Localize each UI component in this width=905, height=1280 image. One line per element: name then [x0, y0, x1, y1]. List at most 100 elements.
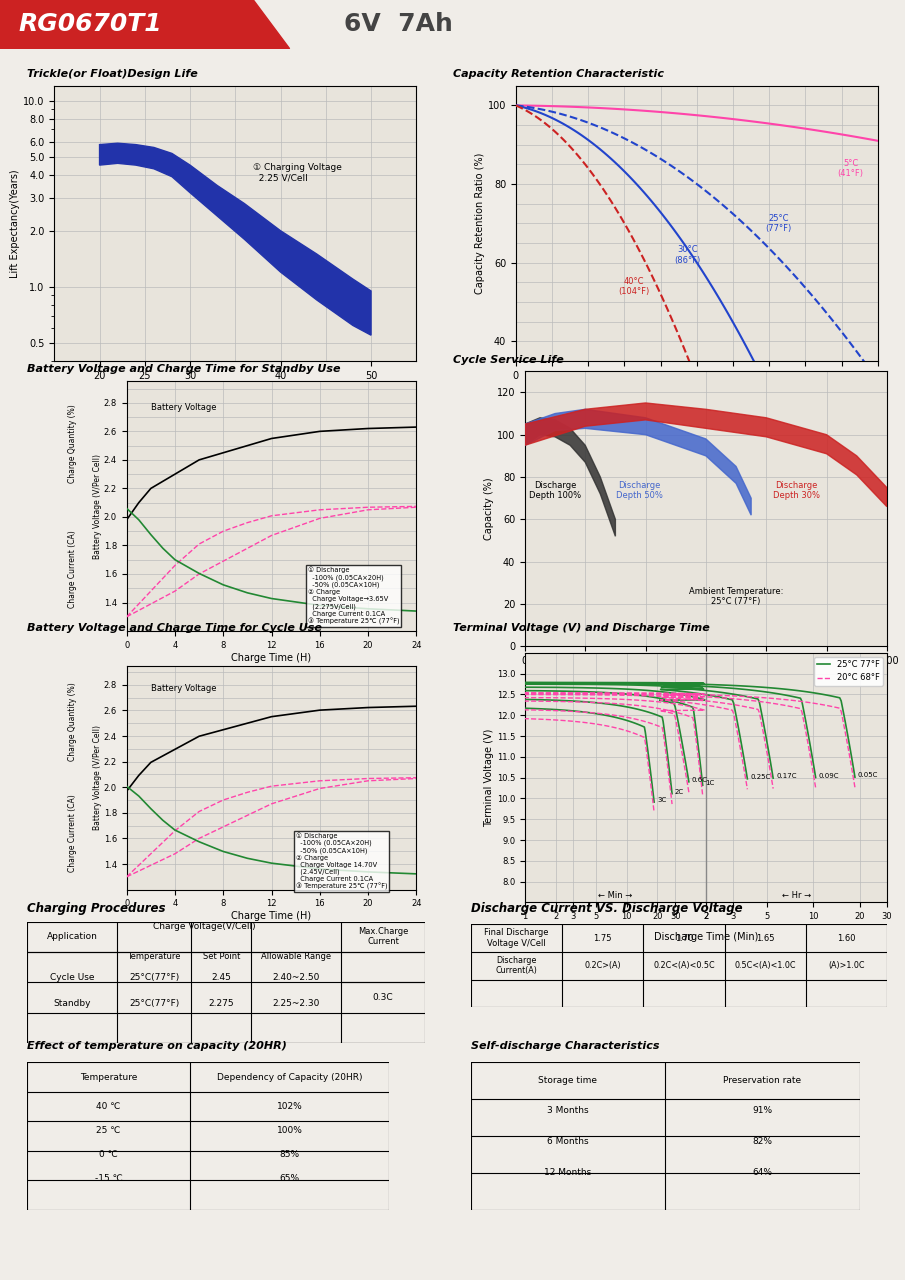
Text: 100%: 100% [277, 1126, 302, 1135]
Text: Temperature: Temperature [80, 1073, 138, 1082]
Text: Battery Voltage and Charge Time for Standby Use: Battery Voltage and Charge Time for Stan… [27, 364, 340, 374]
Text: Standby: Standby [53, 1000, 90, 1009]
Y-axis label: Capacity (%): Capacity (%) [484, 477, 494, 540]
Text: Dependency of Capacity (20HR): Dependency of Capacity (20HR) [217, 1073, 362, 1082]
Text: 0.09C: 0.09C [818, 773, 839, 778]
Text: RG0670T1: RG0670T1 [18, 13, 162, 36]
Text: 30°C
(86°F): 30°C (86°F) [674, 246, 701, 265]
Text: Ambient Temperature:
25°C (77°F): Ambient Temperature: 25°C (77°F) [689, 586, 783, 605]
Polygon shape [525, 410, 751, 515]
Text: 0.3C: 0.3C [373, 993, 394, 1002]
Text: Discharge
Current(A): Discharge Current(A) [495, 956, 538, 975]
Text: 3 Months: 3 Months [548, 1106, 588, 1115]
Text: 64%: 64% [752, 1169, 773, 1178]
Text: 0.2C>(A): 0.2C>(A) [585, 961, 621, 970]
Text: 25°C(77°F): 25°C(77°F) [129, 973, 179, 982]
Text: Max.Charge
Current: Max.Charge Current [357, 927, 408, 946]
Text: 1.65: 1.65 [756, 933, 775, 942]
Text: (A)>1.0C: (A)>1.0C [828, 961, 864, 970]
Text: 0.25C: 0.25C [750, 774, 770, 780]
Text: Charge Quantity (%): Charge Quantity (%) [68, 404, 77, 484]
Text: 2.275: 2.275 [208, 1000, 234, 1009]
Text: Charge Voltage(V/Cell): Charge Voltage(V/Cell) [153, 922, 255, 931]
Text: 3C: 3C [657, 797, 666, 803]
Text: ← Min →: ← Min → [598, 891, 633, 900]
Text: ① Charging Voltage
  2.25 V/Cell: ① Charging Voltage 2.25 V/Cell [253, 163, 342, 182]
Text: 1.70: 1.70 [675, 933, 693, 942]
Text: 1.60: 1.60 [837, 933, 855, 942]
Y-axis label: Battery Voltage (V/Per Cell): Battery Voltage (V/Per Cell) [93, 724, 102, 831]
Text: Terminal Voltage (V) and Discharge Time: Terminal Voltage (V) and Discharge Time [452, 623, 710, 634]
Text: Effect of temperature on capacity (20HR): Effect of temperature on capacity (20HR) [27, 1042, 287, 1051]
Text: Battery Voltage and Charge Time for Cycle Use: Battery Voltage and Charge Time for Cycl… [27, 623, 322, 634]
Text: 2.45: 2.45 [212, 973, 231, 982]
Text: Cycle Use: Cycle Use [50, 973, 94, 982]
Text: 1C: 1C [706, 781, 715, 786]
Polygon shape [100, 143, 371, 335]
Text: ① Discharge
  -100% (0.05CA×20H)
  -50% (0.05CA×10H)
② Charge
  Charge Voltage 1: ① Discharge -100% (0.05CA×20H) -50% (0.0… [296, 832, 387, 891]
Text: 0.6C: 0.6C [691, 777, 708, 783]
Text: 1.75: 1.75 [594, 933, 612, 942]
Y-axis label: Lift Expectancy(Years): Lift Expectancy(Years) [11, 169, 21, 278]
Text: Charge Current (CA): Charge Current (CA) [68, 530, 77, 608]
Text: Set Point: Set Point [203, 952, 240, 961]
Text: -15 ℃: -15 ℃ [95, 1175, 122, 1184]
Text: ① Discharge
  -100% (0.05CA×20H)
  -50% (0.05CA×10H)
② Charge
  Charge Voltage→3: ① Discharge -100% (0.05CA×20H) -50% (0.0… [308, 567, 399, 626]
Y-axis label: Terminal Voltage (V): Terminal Voltage (V) [484, 728, 494, 827]
Text: 0.17C: 0.17C [776, 773, 796, 780]
Text: 6V  7Ah: 6V 7Ah [344, 13, 452, 36]
Text: 40 ℃: 40 ℃ [97, 1102, 120, 1111]
Text: Battery Voltage: Battery Voltage [151, 685, 216, 694]
X-axis label: Discharge Time (Min): Discharge Time (Min) [653, 932, 758, 942]
Text: Discharge
Depth 30%: Discharge Depth 30% [773, 481, 820, 500]
Text: 25°C(77°F): 25°C(77°F) [129, 1000, 179, 1009]
Text: ← Hr →: ← Hr → [782, 891, 811, 900]
Text: Storage time: Storage time [538, 1076, 597, 1085]
Legend: 25°C 77°F, 20°C 68°F: 25°C 77°F, 20°C 68°F [814, 657, 882, 686]
X-axis label: Charge Time (H): Charge Time (H) [232, 653, 311, 663]
Text: Final Discharge
Voltage V/Cell: Final Discharge Voltage V/Cell [484, 928, 548, 947]
Y-axis label: Capacity Retention Ratio (%): Capacity Retention Ratio (%) [475, 152, 485, 294]
Polygon shape [525, 417, 615, 536]
Text: 102%: 102% [277, 1102, 302, 1111]
Text: 2.40~2.50: 2.40~2.50 [272, 973, 319, 982]
Polygon shape [0, 0, 290, 49]
Text: 91%: 91% [752, 1106, 773, 1115]
Text: Self-discharge Characteristics: Self-discharge Characteristics [471, 1042, 659, 1051]
Text: Temperature: Temperature [128, 952, 181, 961]
Text: 25°C
(77°F): 25°C (77°F) [765, 214, 792, 233]
X-axis label: Number of Cycles (Times): Number of Cycles (Times) [643, 669, 769, 678]
Text: Cycle Service Life: Cycle Service Life [452, 355, 563, 365]
Text: 0 ℃: 0 ℃ [100, 1151, 118, 1160]
Text: Battery Voltage: Battery Voltage [151, 403, 216, 412]
Text: Charge Quantity (%): Charge Quantity (%) [68, 682, 77, 762]
Text: 40°C
(104°F): 40°C (104°F) [618, 276, 649, 296]
Text: 0.05C: 0.05C [858, 772, 878, 778]
Text: 6 Months: 6 Months [548, 1137, 588, 1146]
Text: 2.25~2.30: 2.25~2.30 [272, 1000, 319, 1009]
Text: 0.2C<(A)<0.5C: 0.2C<(A)<0.5C [653, 961, 715, 970]
Text: 65%: 65% [280, 1175, 300, 1184]
Text: Application: Application [46, 932, 98, 941]
Text: 85%: 85% [280, 1151, 300, 1160]
Text: 0.5C<(A)<1.0C: 0.5C<(A)<1.0C [734, 961, 795, 970]
Text: Capacity Retention Characteristic: Capacity Retention Characteristic [452, 69, 663, 79]
Text: Charge Current (CA): Charge Current (CA) [68, 795, 77, 873]
Text: 25 ℃: 25 ℃ [97, 1126, 120, 1135]
Text: Discharge
Depth 100%: Discharge Depth 100% [529, 481, 581, 500]
Text: 2C: 2C [675, 788, 684, 795]
Y-axis label: Battery Voltage (V/Per Cell): Battery Voltage (V/Per Cell) [93, 453, 102, 559]
Text: Charging Procedures: Charging Procedures [27, 901, 166, 915]
Text: 5°C
(41°F): 5°C (41°F) [838, 159, 863, 178]
Text: 82%: 82% [752, 1137, 773, 1146]
Text: Discharge Current VS. Discharge Voltage: Discharge Current VS. Discharge Voltage [471, 901, 742, 915]
X-axis label: Temperature (°C): Temperature (°C) [194, 384, 277, 393]
Polygon shape [525, 403, 887, 507]
X-axis label: Storage Period (Month): Storage Period (Month) [641, 384, 753, 393]
X-axis label: Charge Time (H): Charge Time (H) [232, 911, 311, 922]
Text: 12 Months: 12 Months [544, 1169, 592, 1178]
Text: Preservation rate: Preservation rate [723, 1076, 802, 1085]
Text: Allowable Range: Allowable Range [261, 952, 331, 961]
Text: Discharge
Depth 50%: Discharge Depth 50% [616, 481, 663, 500]
Text: Trickle(or Float)Design Life: Trickle(or Float)Design Life [27, 69, 198, 79]
